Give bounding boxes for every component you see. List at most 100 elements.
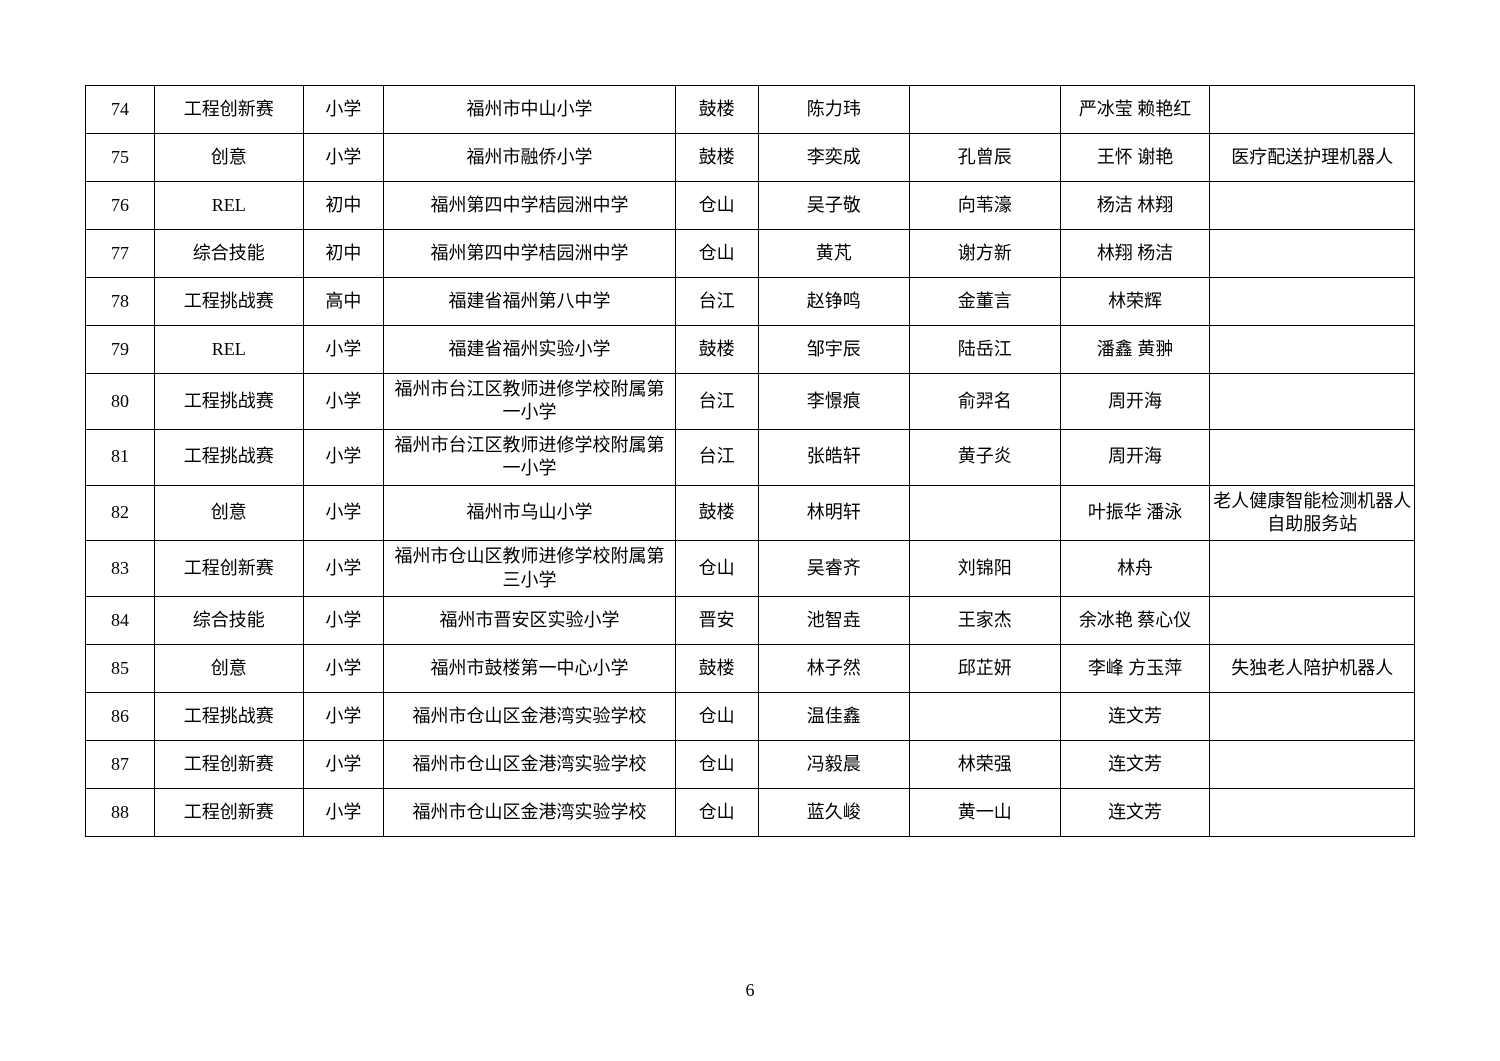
data-table: 74 工程创新赛 小学 福州市中山小学 鼓楼 陈力玮 严冰莹 赖艳红 75 创意… [85, 85, 1415, 837]
cell-project [1210, 429, 1415, 485]
table-row: 86 工程挑战赛 小学 福州市仓山区金港湾实验学校 仓山 温佳鑫 连文芳 [86, 693, 1415, 741]
table-row: 77 综合技能 初中 福州第四中学桔园洲中学 仓山 黄芃 谢方新 林翔 杨洁 [86, 230, 1415, 278]
cell-num: 79 [86, 326, 155, 374]
cell-teacher: 叶振华 潘泳 [1060, 485, 1210, 541]
cell-district: 仓山 [675, 789, 758, 837]
cell-level: 小学 [303, 597, 384, 645]
cell-student2: 陆岳江 [909, 326, 1060, 374]
cell-category: 工程挑战赛 [154, 429, 303, 485]
table-row: 87 工程创新赛 小学 福州市仓山区金港湾实验学校 仓山 冯毅晨 林荣强 连文芳 [86, 741, 1415, 789]
cell-school: 福州市台江区教师进修学校附属第一小学 [384, 374, 675, 430]
table-row: 80 工程挑战赛 小学 福州市台江区教师进修学校附属第一小学 台江 李憬痕 俞羿… [86, 374, 1415, 430]
cell-student2: 王家杰 [909, 597, 1060, 645]
cell-school: 福州市仓山区金港湾实验学校 [384, 789, 675, 837]
cell-project [1210, 86, 1415, 134]
cell-num: 87 [86, 741, 155, 789]
cell-category: 工程创新赛 [154, 741, 303, 789]
cell-student1: 张皓轩 [758, 429, 909, 485]
table-row: 85 创意 小学 福州市鼓楼第一中心小学 鼓楼 林子然 邱芷妍 李峰 方玉萍 失… [86, 645, 1415, 693]
cell-teacher: 余冰艳 蔡心仪 [1060, 597, 1210, 645]
cell-school: 福建省福州第八中学 [384, 278, 675, 326]
cell-teacher: 连文芳 [1060, 741, 1210, 789]
cell-project: 失独老人陪护机器人 [1210, 645, 1415, 693]
cell-level: 小学 [303, 741, 384, 789]
cell-district: 仓山 [675, 230, 758, 278]
cell-school: 福州市晋安区实验小学 [384, 597, 675, 645]
cell-category: 创意 [154, 134, 303, 182]
table-row: 84 综合技能 小学 福州市晋安区实验小学 晋安 池智垚 王家杰 余冰艳 蔡心仪 [86, 597, 1415, 645]
cell-student2 [909, 693, 1060, 741]
cell-student1: 李憬痕 [758, 374, 909, 430]
cell-project [1210, 693, 1415, 741]
cell-district: 鼓楼 [675, 134, 758, 182]
cell-project [1210, 278, 1415, 326]
cell-student1: 陈力玮 [758, 86, 909, 134]
table-body: 74 工程创新赛 小学 福州市中山小学 鼓楼 陈力玮 严冰莹 赖艳红 75 创意… [86, 86, 1415, 837]
cell-project [1210, 182, 1415, 230]
table-row: 81 工程挑战赛 小学 福州市台江区教师进修学校附属第一小学 台江 张皓轩 黄子… [86, 429, 1415, 485]
cell-student1: 吴睿齐 [758, 541, 909, 597]
cell-category: 工程挑战赛 [154, 374, 303, 430]
cell-school: 福州市仓山区金港湾实验学校 [384, 693, 675, 741]
cell-num: 82 [86, 485, 155, 541]
cell-num: 74 [86, 86, 155, 134]
cell-level: 小学 [303, 429, 384, 485]
table-row: 75 创意 小学 福州市融侨小学 鼓楼 李奕成 孔曾辰 王怀 谢艳 医疗配送护理… [86, 134, 1415, 182]
cell-project: 医疗配送护理机器人 [1210, 134, 1415, 182]
table-row: 83 工程创新赛 小学 福州市仓山区教师进修学校附属第三小学 仓山 吴睿齐 刘锦… [86, 541, 1415, 597]
cell-category: 创意 [154, 645, 303, 693]
cell-category: REL [154, 182, 303, 230]
cell-teacher: 连文芳 [1060, 789, 1210, 837]
cell-student2 [909, 86, 1060, 134]
cell-category: 工程创新赛 [154, 541, 303, 597]
cell-district: 台江 [675, 429, 758, 485]
cell-student1: 吴子敬 [758, 182, 909, 230]
cell-school: 福州第四中学桔园洲中学 [384, 230, 675, 278]
cell-teacher: 王怀 谢艳 [1060, 134, 1210, 182]
cell-school: 福州市鼓楼第一中心小学 [384, 645, 675, 693]
table-row: 82 创意 小学 福州市乌山小学 鼓楼 林明轩 叶振华 潘泳 老人健康智能检测机… [86, 485, 1415, 541]
cell-level: 小学 [303, 374, 384, 430]
cell-category: 创意 [154, 485, 303, 541]
cell-level: 初中 [303, 230, 384, 278]
cell-district: 鼓楼 [675, 86, 758, 134]
cell-district: 仓山 [675, 541, 758, 597]
cell-num: 83 [86, 541, 155, 597]
cell-district: 仓山 [675, 693, 758, 741]
cell-project [1210, 541, 1415, 597]
cell-category: 工程挑战赛 [154, 278, 303, 326]
cell-teacher: 李峰 方玉萍 [1060, 645, 1210, 693]
cell-teacher: 林翔 杨洁 [1060, 230, 1210, 278]
cell-district: 鼓楼 [675, 485, 758, 541]
cell-student2: 谢方新 [909, 230, 1060, 278]
cell-district: 晋安 [675, 597, 758, 645]
cell-teacher: 严冰莹 赖艳红 [1060, 86, 1210, 134]
cell-district: 鼓楼 [675, 326, 758, 374]
cell-num: 76 [86, 182, 155, 230]
cell-teacher: 周开海 [1060, 374, 1210, 430]
cell-teacher: 潘鑫 黄翀 [1060, 326, 1210, 374]
cell-teacher: 周开海 [1060, 429, 1210, 485]
cell-school: 福州市中山小学 [384, 86, 675, 134]
cell-district: 鼓楼 [675, 645, 758, 693]
cell-student2: 金董言 [909, 278, 1060, 326]
cell-category: 综合技能 [154, 597, 303, 645]
cell-project [1210, 326, 1415, 374]
cell-project [1210, 597, 1415, 645]
cell-student1: 李奕成 [758, 134, 909, 182]
cell-teacher: 林舟 [1060, 541, 1210, 597]
page-container: 74 工程创新赛 小学 福州市中山小学 鼓楼 陈力玮 严冰莹 赖艳红 75 创意… [0, 0, 1500, 837]
cell-project [1210, 230, 1415, 278]
cell-student2: 俞羿名 [909, 374, 1060, 430]
cell-category: 工程创新赛 [154, 789, 303, 837]
cell-num: 88 [86, 789, 155, 837]
cell-category: REL [154, 326, 303, 374]
cell-student2: 孔曾辰 [909, 134, 1060, 182]
cell-category: 工程创新赛 [154, 86, 303, 134]
cell-district: 仓山 [675, 182, 758, 230]
cell-district: 仓山 [675, 741, 758, 789]
cell-level: 高中 [303, 278, 384, 326]
cell-teacher: 林荣辉 [1060, 278, 1210, 326]
cell-district: 台江 [675, 374, 758, 430]
cell-student1: 赵铮鸣 [758, 278, 909, 326]
